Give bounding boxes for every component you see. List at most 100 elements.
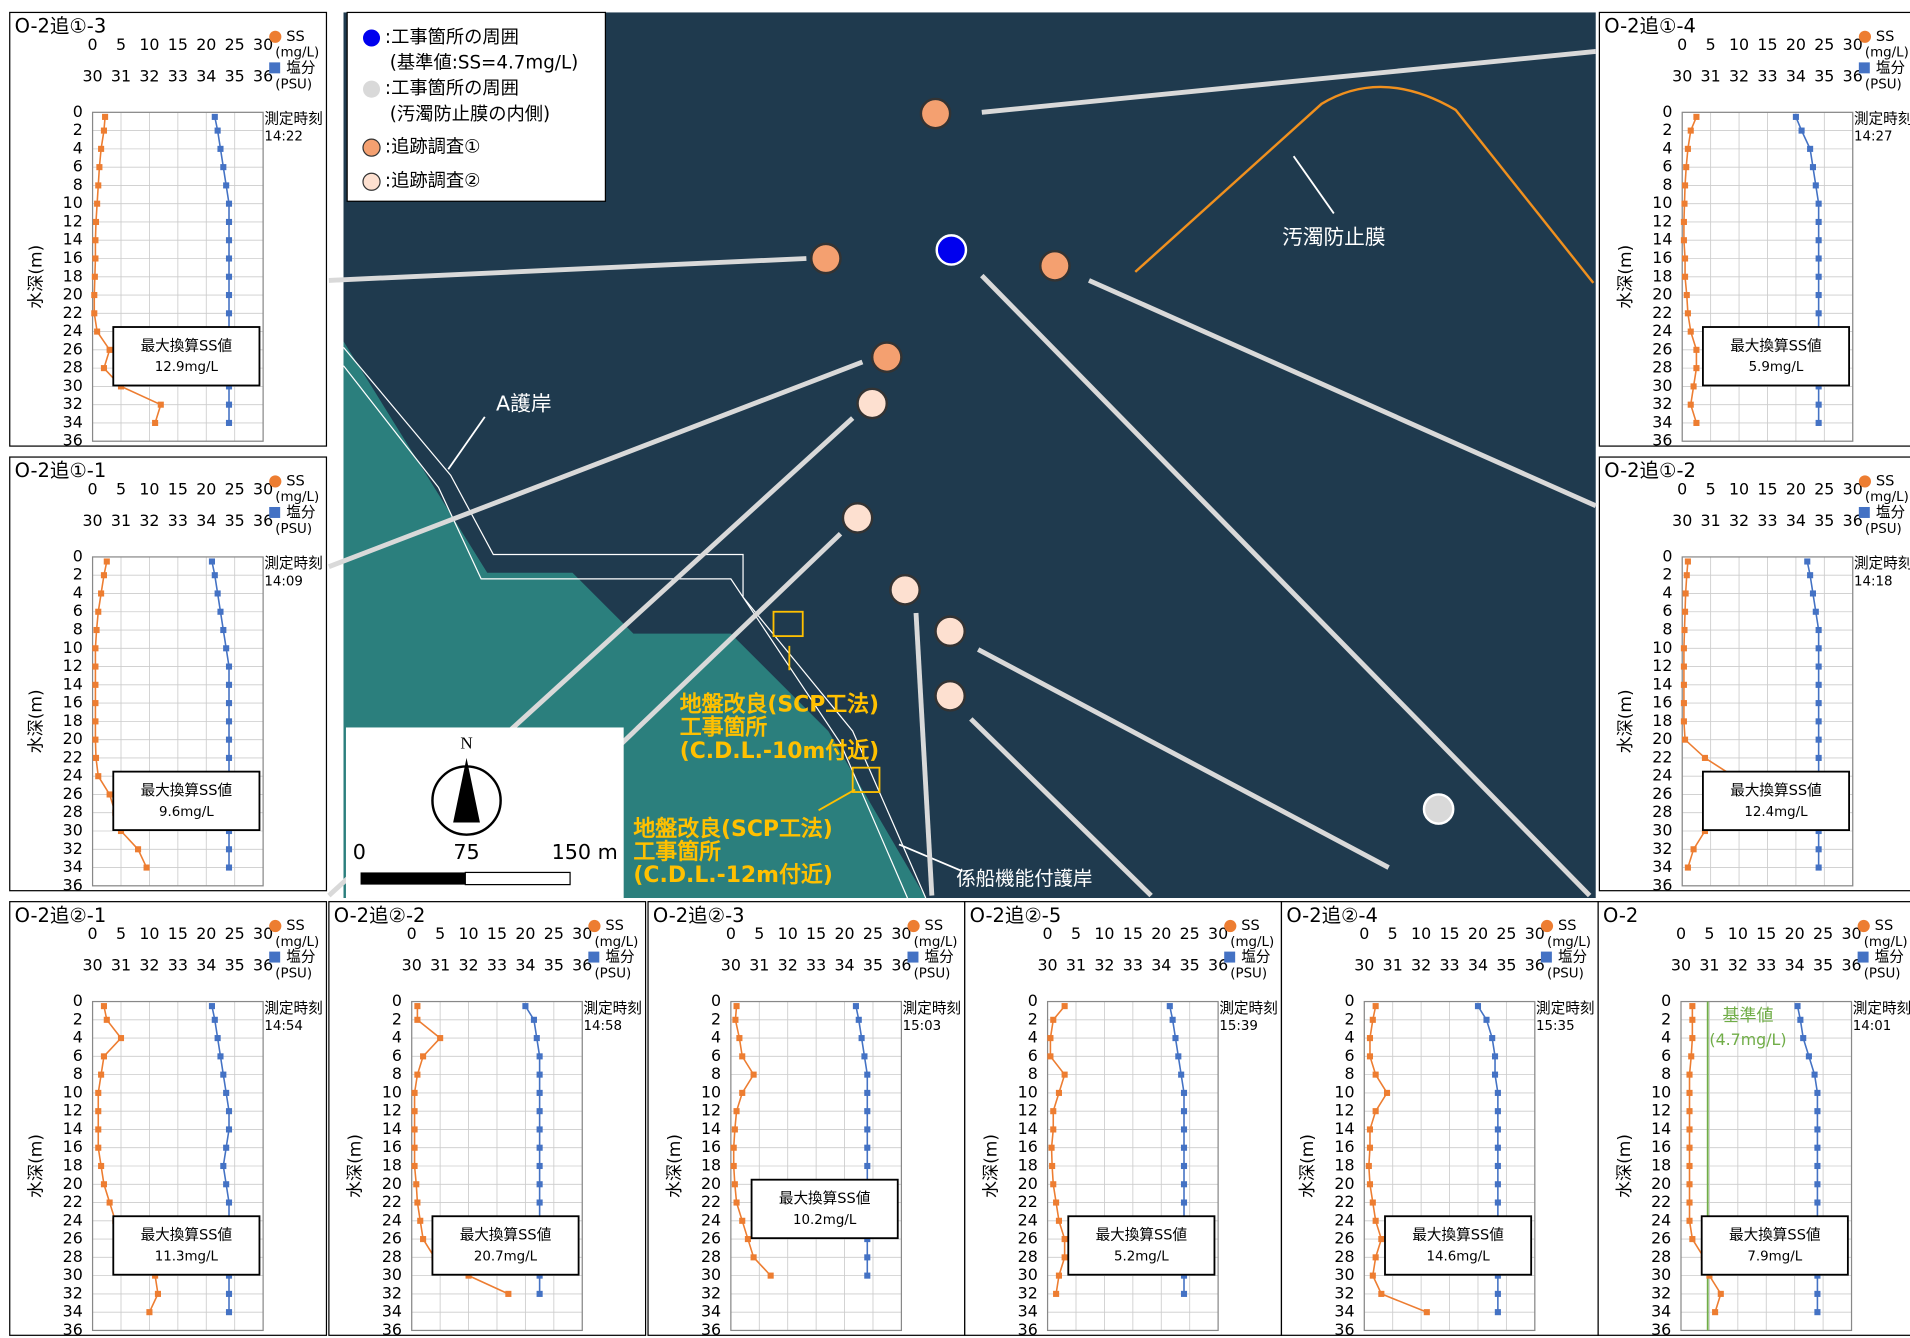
y-tick-label: 26 [1652, 339, 1672, 358]
x2-tick-label: 35 [225, 511, 245, 530]
point [1366, 1163, 1372, 1169]
point [1681, 237, 1687, 243]
legend-marker [1224, 952, 1235, 963]
y-tick-label: 26 [63, 339, 83, 358]
point [215, 590, 221, 596]
point [158, 402, 164, 408]
point [94, 329, 100, 335]
x2-tick-label: 32 [1411, 956, 1431, 975]
point [1797, 1017, 1803, 1023]
y-tick-label: 36 [63, 875, 83, 894]
point [537, 1163, 543, 1169]
point [1814, 1199, 1820, 1205]
legend-unit: (PSU) [1547, 967, 1584, 982]
y-tick-label: 18 [1018, 1155, 1038, 1174]
y-tick-label: 4 [1662, 583, 1672, 602]
annotation-title: 最大換算SS値 [779, 1190, 871, 1207]
y-tick-label: 6 [1344, 1046, 1354, 1065]
y-tick-label: 34 [382, 1302, 402, 1321]
annotation-box [1385, 1216, 1531, 1274]
point [537, 1126, 543, 1132]
reference-text: (4.7mg/L) [1709, 1030, 1786, 1049]
time-label: 測定時刻 [1854, 111, 1910, 128]
point [92, 664, 98, 670]
station-2 [936, 617, 965, 646]
x-tick-label: 15 [168, 479, 188, 498]
y-tick-label: 22 [701, 1192, 721, 1211]
x-tick-label: 0 [88, 479, 98, 498]
annotation-box [113, 327, 259, 385]
legend-unit: (mg/L) [594, 935, 638, 950]
point [734, 1003, 740, 1009]
annotation-text: 5.2mg/L [1114, 1249, 1169, 1264]
point [1684, 572, 1690, 578]
point [420, 1236, 426, 1242]
legend-name: 塩分 [1558, 949, 1588, 966]
point [1050, 1108, 1056, 1114]
point [1814, 1090, 1820, 1096]
y-tick-label: 0 [392, 991, 402, 1010]
point [1688, 329, 1694, 335]
y-tick-label: 30 [1334, 1265, 1354, 1284]
point [1181, 1181, 1187, 1187]
point [1181, 1090, 1187, 1096]
x-tick-label: 25 [1814, 479, 1834, 498]
figure: 汚濁防止膜 A護岸 地盤改良(SCP工法) 工事箇所 (C.D.L.-10m付近… [0, 0, 1910, 1338]
point [1367, 1126, 1373, 1132]
page: 汚濁防止膜 A護岸 地盤改良(SCP工法) 工事箇所 (C.D.L.-10m付近… [0, 0, 1910, 1338]
x-tick-label: 25 [225, 479, 245, 498]
y-tick-label: 34 [1652, 857, 1672, 876]
point [212, 114, 218, 120]
point [1181, 1199, 1187, 1205]
y-tick-label: 26 [1652, 784, 1672, 803]
point [92, 237, 98, 243]
point [1495, 1126, 1501, 1132]
point [217, 146, 223, 152]
y-tick-label: 4 [1661, 1028, 1671, 1047]
annotation-text: 9.6mg/L [159, 805, 214, 820]
point [1810, 164, 1816, 170]
y-tick-label: 2 [1344, 1009, 1354, 1028]
y-tick-label: 2 [73, 120, 83, 139]
point [1816, 255, 1822, 261]
point [101, 1181, 107, 1187]
y-tick-label: 0 [73, 991, 83, 1010]
panel: O-2追②-3024681012141618202224262830323436… [648, 902, 965, 1338]
y-tick-label: 30 [63, 376, 83, 395]
point [859, 1035, 865, 1041]
x2-tick-label: 34 [196, 511, 216, 530]
y-tick-label: 8 [1028, 1064, 1038, 1083]
legend-marker [1541, 920, 1553, 932]
y-tick-label: 12 [1652, 656, 1672, 675]
point [751, 1254, 757, 1260]
point [1693, 114, 1699, 120]
point [95, 182, 101, 188]
station-1 [921, 99, 950, 128]
x2-tick-label: 34 [834, 956, 854, 975]
annotation-text: 12.9mg/L [155, 360, 219, 375]
point [1172, 1035, 1178, 1041]
x-tick-label: 0 [1359, 924, 1369, 943]
point [1691, 383, 1697, 389]
y-tick-label: 18 [63, 1155, 83, 1174]
point [1181, 1163, 1187, 1169]
point [95, 1126, 101, 1132]
y-tick-label: 8 [1662, 620, 1672, 639]
point [146, 1309, 152, 1315]
y-tick-label: 10 [63, 638, 83, 657]
point [537, 1090, 543, 1096]
x2-tick-label: 35 [863, 956, 883, 975]
scp-label: 地盤改良(SCP工法) [633, 816, 832, 842]
point [135, 846, 141, 852]
legend-text: 追跡調査① [391, 137, 480, 158]
point [92, 274, 98, 280]
y-tick-label: 32 [1334, 1283, 1354, 1302]
y-tick-label: 18 [701, 1155, 721, 1174]
y-tick-label: 6 [392, 1046, 402, 1065]
y-tick-label: 28 [1651, 1247, 1671, 1266]
annotation-text: 11.3mg/L [155, 1249, 219, 1264]
point [1816, 718, 1822, 724]
point [226, 310, 232, 316]
point [537, 1072, 543, 1078]
point [1495, 1108, 1501, 1114]
